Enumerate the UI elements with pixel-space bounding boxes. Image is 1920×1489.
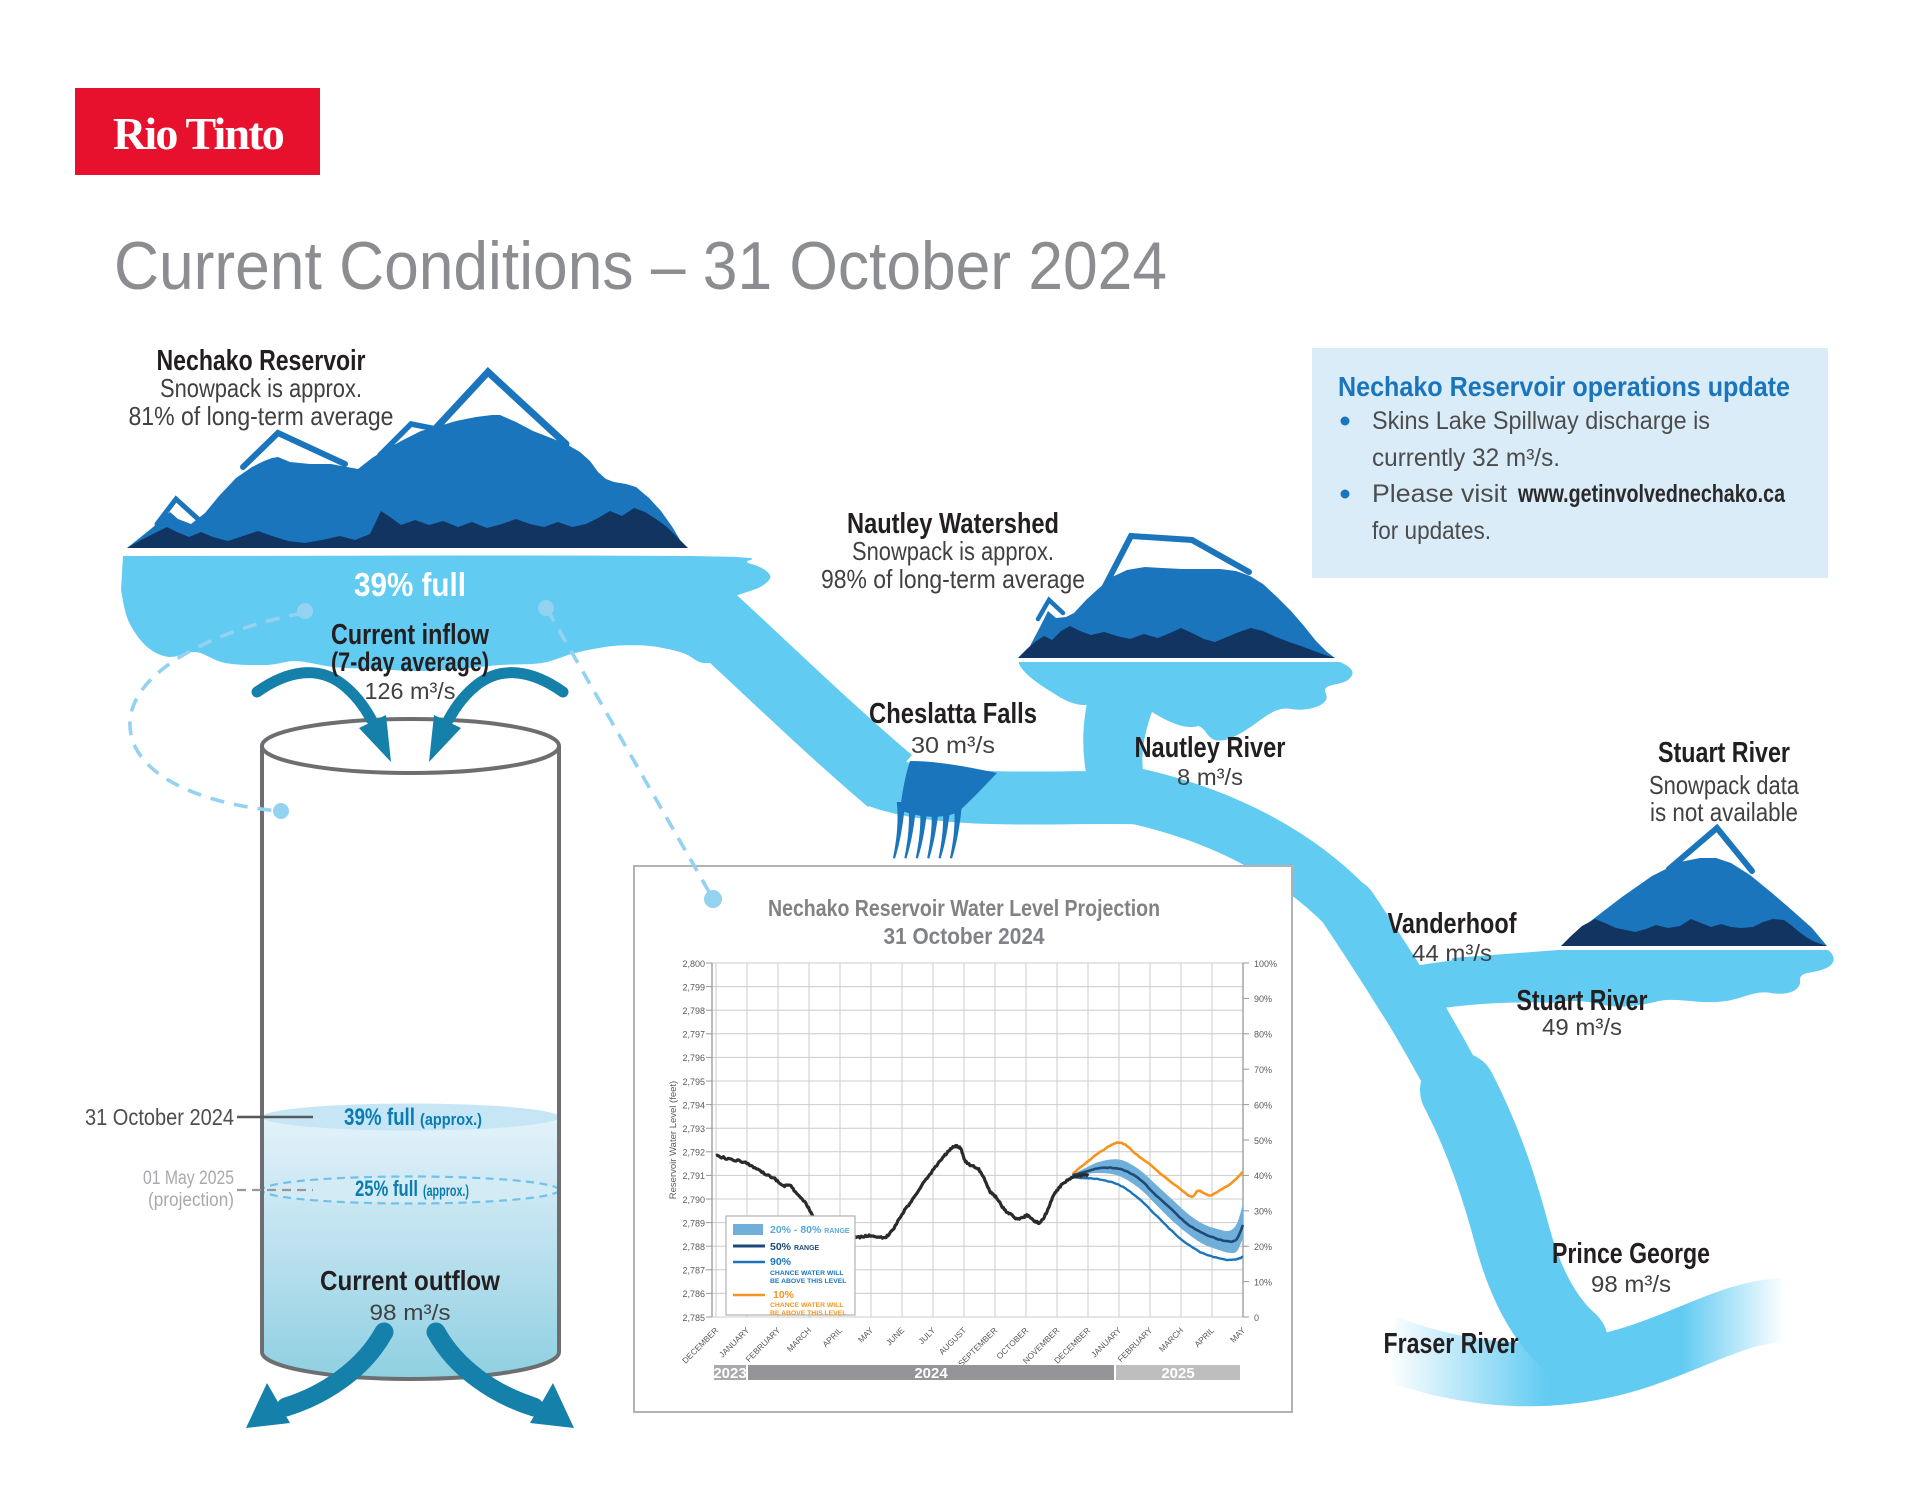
svg-text:90%: 90% [1254, 994, 1272, 1004]
svg-text:2,786: 2,786 [682, 1289, 705, 1299]
svg-text:20%: 20% [1254, 1242, 1272, 1252]
svg-text:(projection): (projection) [148, 1190, 234, 1211]
svg-text:2,790: 2,790 [682, 1195, 705, 1205]
svg-text:CHANCE WATER WILL: CHANCE WATER WILL [770, 1270, 844, 1277]
svg-text:2,793: 2,793 [682, 1124, 705, 1134]
svg-text:Rio Tinto: Rio Tinto [113, 108, 284, 159]
svg-text:Snowpack is approx.: Snowpack is approx. [852, 536, 1054, 566]
svg-text:100%: 100% [1254, 959, 1277, 969]
svg-text:2,795: 2,795 [682, 1077, 705, 1087]
svg-text:2024: 2024 [914, 1365, 948, 1382]
svg-text:25% full(approx.): 25% full (approx.) [355, 1176, 469, 1201]
svg-text:81% of long-term average: 81% of long-term average [129, 401, 394, 431]
svg-text:10%: 10% [773, 1289, 795, 1301]
svg-text:CHANCE WATER WILL: CHANCE WATER WILL [770, 1302, 844, 1309]
svg-text:currently 32 m³/s.: currently 32 m³/s. [1372, 444, 1560, 472]
svg-text:2023: 2023 [713, 1365, 746, 1382]
svg-text:31 October 2024: 31 October 2024 [884, 923, 1045, 949]
svg-text:Fraser River: Fraser River [1384, 1328, 1519, 1360]
svg-text:2,799: 2,799 [682, 982, 705, 992]
svg-text:Reservoir Water Level (feet): Reservoir Water Level (feet) [668, 1081, 679, 1199]
svg-text:Stuart River: Stuart River [1517, 985, 1648, 1017]
svg-text:Nechako Reservoir Water Level: Nechako Reservoir Water Level Projection [768, 895, 1160, 921]
svg-text:2,792: 2,792 [682, 1148, 705, 1158]
svg-text:39% full(approx.): 39% full (approx.) [344, 1104, 482, 1131]
svg-text:BE ABOVE THIS LEVEL: BE ABOVE THIS LEVEL [770, 1310, 846, 1317]
svg-text:80%: 80% [1254, 1030, 1272, 1040]
svg-text:98 m³/s: 98 m³/s [1591, 1271, 1671, 1297]
svg-text:Snowpack data: Snowpack data [1649, 770, 1799, 800]
svg-text:Stuart River: Stuart River [1658, 737, 1790, 769]
svg-text:Prince George: Prince George [1552, 1238, 1710, 1270]
svg-text:for updates.: for updates. [1372, 517, 1491, 545]
svg-text:Current inflow: Current inflow [331, 619, 489, 651]
svg-text:Current Conditions – 31 Octobe: Current Conditions – 31 October 2024 [114, 228, 1167, 304]
svg-text:39% full: 39% full [354, 566, 466, 603]
svg-text:8 m³/s: 8 m³/s [1177, 764, 1243, 790]
svg-text:2,794: 2,794 [682, 1100, 705, 1110]
svg-text:50%: 50% [1254, 1136, 1272, 1146]
svg-text:98 m³/s: 98 m³/s [370, 1300, 451, 1325]
svg-text:2,785: 2,785 [682, 1313, 705, 1323]
svg-text:2,789: 2,789 [682, 1218, 705, 1228]
svg-text:2,791: 2,791 [682, 1171, 705, 1181]
svg-text:is not available: is not available [1650, 797, 1798, 827]
svg-text:Nautley River: Nautley River [1135, 732, 1286, 764]
svg-text:2,788: 2,788 [682, 1242, 705, 1252]
svg-text:98% of long-term average: 98% of long-term average [821, 564, 1085, 594]
svg-text:Nautley Watershed: Nautley Watershed [847, 508, 1059, 540]
svg-text:Nechako Reservoir operations u: Nechako Reservoir operations update [1338, 371, 1790, 402]
svg-text:Snowpack is approx.: Snowpack is approx. [160, 373, 362, 403]
svg-text:Cheslatta Falls: Cheslatta Falls [869, 698, 1037, 730]
svg-text:30 m³/s: 30 m³/s [911, 732, 995, 758]
svg-text:2025: 2025 [1161, 1365, 1194, 1382]
svg-text:Skins Lake Spillway discharge: Skins Lake Spillway discharge is [1372, 407, 1710, 435]
svg-text:(7-day average): (7-day average) [331, 647, 489, 677]
svg-text:0: 0 [1254, 1313, 1259, 1323]
svg-text:44 m³/s: 44 m³/s [1412, 940, 1492, 966]
svg-text:2,796: 2,796 [682, 1053, 705, 1063]
svg-text:40%: 40% [1254, 1171, 1272, 1181]
svg-text:2,800: 2,800 [682, 959, 705, 969]
svg-text:90%: 90% [770, 1256, 792, 1268]
svg-text:30%: 30% [1254, 1207, 1272, 1217]
svg-text:2,787: 2,787 [682, 1266, 705, 1276]
svg-text:2,797: 2,797 [682, 1030, 705, 1040]
svg-text:10%: 10% [1254, 1277, 1272, 1287]
svg-text:2,798: 2,798 [682, 1006, 705, 1016]
svg-text:01 May 2025: 01 May 2025 [143, 1168, 234, 1189]
svg-text:Nechako Reservoir: Nechako Reservoir [157, 345, 366, 377]
svg-text:49 m³/s: 49 m³/s [1542, 1014, 1622, 1040]
svg-text:70%: 70% [1254, 1065, 1272, 1075]
svg-text:60%: 60% [1254, 1100, 1272, 1110]
svg-text:BE ABOVE THIS LEVEL: BE ABOVE THIS LEVEL [770, 1278, 846, 1285]
svg-text:Current outflow: Current outflow [320, 1265, 500, 1296]
svg-text:126 m³/s: 126 m³/s [365, 678, 456, 704]
svg-text:Vanderhoof: Vanderhoof [1388, 908, 1517, 940]
svg-text:31 October 2024: 31 October 2024 [85, 1104, 234, 1130]
